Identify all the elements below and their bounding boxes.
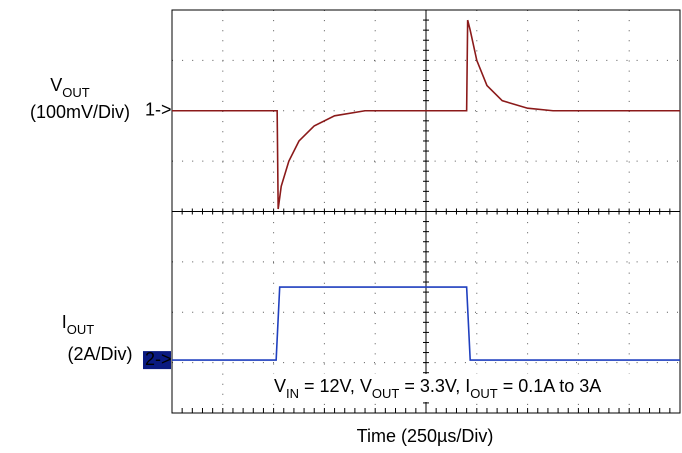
annotation-part: OUT xyxy=(470,386,498,401)
series-line xyxy=(172,19,680,210)
annotation-part: = 12V, V xyxy=(299,376,372,396)
channel-scale: (2A/Div) xyxy=(67,344,132,364)
series-line xyxy=(172,286,680,361)
channel-label-part: OUT xyxy=(67,322,95,337)
channel-marker: 1-> xyxy=(145,100,172,120)
annotation: VIN = 12V, VOUT = 3.3V, IOUT = 0.1A to 3… xyxy=(274,376,601,401)
annotation-part: V xyxy=(274,376,286,396)
annotation-part: = 0.1A to 3A xyxy=(498,376,602,396)
channel-label-part: I xyxy=(62,312,67,332)
channel-marker: 2-> xyxy=(145,349,172,369)
x-axis-label: Time (250µs/Div) xyxy=(357,426,494,446)
annotation-part: IN xyxy=(286,386,299,401)
channel-label: IOUT xyxy=(62,312,95,337)
annotation-bg xyxy=(268,374,673,402)
channel-label-part: V xyxy=(50,75,62,95)
channel-marker-box xyxy=(143,351,171,370)
channel-label: VOUT xyxy=(50,75,90,100)
annotation-part: OUT xyxy=(372,386,400,401)
channel-label-part: OUT xyxy=(62,85,90,100)
annotation-part: = 3.3V, I xyxy=(399,376,470,396)
channel-scale: (100mV/Div) xyxy=(30,102,130,122)
